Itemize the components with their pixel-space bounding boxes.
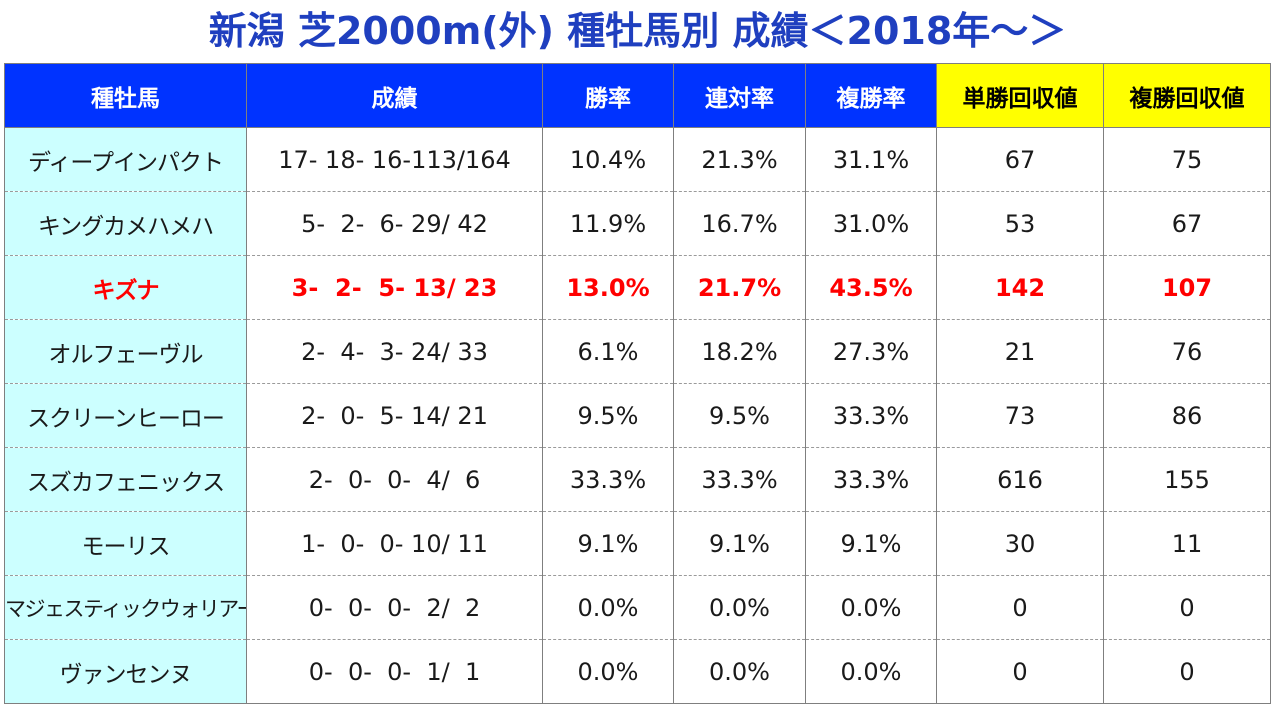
header-win-return: 単勝回収値 <box>936 63 1104 128</box>
sire-name-cell: モーリス <box>4 511 247 576</box>
header-row: 種牡馬 成績 勝率 連対率 複勝率 単勝回収値 複勝回収値 <box>4 63 1271 128</box>
place-return-cell: 0 <box>1103 639 1271 704</box>
header-quinella-rate: 連対率 <box>673 63 806 128</box>
place-return-cell: 75 <box>1103 127 1271 192</box>
win-return-cell: 616 <box>936 447 1104 512</box>
win-rate-cell: 0.0% <box>542 575 674 640</box>
win-rate-cell: 9.5% <box>542 383 674 448</box>
quinella-rate-cell: 16.7% <box>673 191 806 256</box>
win-return-cell: 142 <box>936 255 1104 320</box>
win-return-cell: 0 <box>936 575 1104 640</box>
place-return-cell: 11 <box>1103 511 1271 576</box>
header-place-rate: 複勝率 <box>805 63 937 128</box>
record-cell: 17- 18- 16-113/164 <box>246 127 543 192</box>
win-return-cell: 30 <box>936 511 1104 576</box>
quinella-rate-cell: 21.7% <box>673 255 806 320</box>
sire-name-cell: ヴァンセンヌ <box>4 639 247 704</box>
win-return-cell: 73 <box>936 383 1104 448</box>
record-cell: 0- 0- 0- 2/ 2 <box>246 575 543 640</box>
sire-name-cell: マジェスティックウォリアー <box>4 575 247 640</box>
table-row: モーリス 1- 0- 0- 10/ 11 9.1% 9.1% 9.1% 30 1… <box>4 511 1271 576</box>
place-rate-cell: 31.0% <box>805 191 937 256</box>
win-rate-cell: 10.4% <box>542 127 674 192</box>
place-return-cell: 155 <box>1103 447 1271 512</box>
place-rate-cell: 33.3% <box>805 383 937 448</box>
place-rate-cell: 0.0% <box>805 639 937 704</box>
win-rate-cell: 13.0% <box>542 255 674 320</box>
place-return-cell: 107 <box>1103 255 1271 320</box>
quinella-rate-cell: 18.2% <box>673 319 806 384</box>
place-rate-cell: 27.3% <box>805 319 937 384</box>
table-row: ヴァンセンヌ 0- 0- 0- 1/ 1 0.0% 0.0% 0.0% 0 0 <box>4 639 1271 704</box>
table-row: オルフェーヴル 2- 4- 3- 24/ 33 6.1% 18.2% 27.3%… <box>4 319 1271 384</box>
win-return-cell: 0 <box>936 639 1104 704</box>
record-cell: 3- 2- 5- 13/ 23 <box>246 255 543 320</box>
record-cell: 1- 0- 0- 10/ 11 <box>246 511 543 576</box>
quinella-rate-cell: 0.0% <box>673 575 806 640</box>
win-return-cell: 53 <box>936 191 1104 256</box>
sire-stats-table: 種牡馬 成績 勝率 連対率 複勝率 単勝回収値 複勝回収値 ディープインパクト … <box>4 63 1271 704</box>
table-row: スクリーンヒーロー 2- 0- 5- 14/ 21 9.5% 9.5% 33.3… <box>4 383 1271 448</box>
place-rate-cell: 43.5% <box>805 255 937 320</box>
quinella-rate-cell: 9.1% <box>673 511 806 576</box>
quinella-rate-cell: 0.0% <box>673 639 806 704</box>
win-rate-cell: 0.0% <box>542 639 674 704</box>
quinella-rate-cell: 21.3% <box>673 127 806 192</box>
header-place-return: 複勝回収値 <box>1103 63 1271 128</box>
place-return-cell: 86 <box>1103 383 1271 448</box>
win-return-cell: 21 <box>936 319 1104 384</box>
place-return-cell: 67 <box>1103 191 1271 256</box>
header-record: 成績 <box>246 63 543 128</box>
sire-name-cell: キズナ <box>4 255 247 320</box>
table-row-highlighted: キズナ 3- 2- 5- 13/ 23 13.0% 21.7% 43.5% 14… <box>4 255 1271 320</box>
place-rate-cell: 33.3% <box>805 447 937 512</box>
header-sire: 種牡馬 <box>4 63 247 128</box>
sire-name-cell: キングカメハメハ <box>4 191 247 256</box>
sire-name-cell: スクリーンヒーロー <box>4 383 247 448</box>
quinella-rate-cell: 9.5% <box>673 383 806 448</box>
table-row: キングカメハメハ 5- 2- 6- 29/ 42 11.9% 16.7% 31.… <box>4 191 1271 256</box>
page-title: 新潟 芝2000m(外) 種牡馬別 成績＜2018年～＞ <box>208 9 1067 53</box>
place-rate-cell: 31.1% <box>805 127 937 192</box>
record-cell: 2- 0- 5- 14/ 21 <box>246 383 543 448</box>
win-rate-cell: 6.1% <box>542 319 674 384</box>
record-cell: 2- 0- 0- 4/ 6 <box>246 447 543 512</box>
table-row: ディープインパクト 17- 18- 16-113/164 10.4% 21.3%… <box>4 127 1271 192</box>
place-return-cell: 0 <box>1103 575 1271 640</box>
place-rate-cell: 0.0% <box>805 575 937 640</box>
record-cell: 2- 4- 3- 24/ 33 <box>246 319 543 384</box>
sire-name-cell: オルフェーヴル <box>4 319 247 384</box>
quinella-rate-cell: 33.3% <box>673 447 806 512</box>
sire-name-cell: スズカフェニックス <box>4 447 247 512</box>
win-return-cell: 67 <box>936 127 1104 192</box>
place-rate-cell: 9.1% <box>805 511 937 576</box>
table-row: マジェスティックウォリアー 0- 0- 0- 2/ 2 0.0% 0.0% 0.… <box>4 575 1271 640</box>
record-cell: 0- 0- 0- 1/ 1 <box>246 639 543 704</box>
table-row: スズカフェニックス 2- 0- 0- 4/ 6 33.3% 33.3% 33.3… <box>4 447 1271 512</box>
sire-name-cell: ディープインパクト <box>4 127 247 192</box>
win-rate-cell: 33.3% <box>542 447 674 512</box>
win-rate-cell: 11.9% <box>542 191 674 256</box>
header-win-rate: 勝率 <box>542 63 674 128</box>
record-cell: 5- 2- 6- 29/ 42 <box>246 191 543 256</box>
place-return-cell: 76 <box>1103 319 1271 384</box>
win-rate-cell: 9.1% <box>542 511 674 576</box>
